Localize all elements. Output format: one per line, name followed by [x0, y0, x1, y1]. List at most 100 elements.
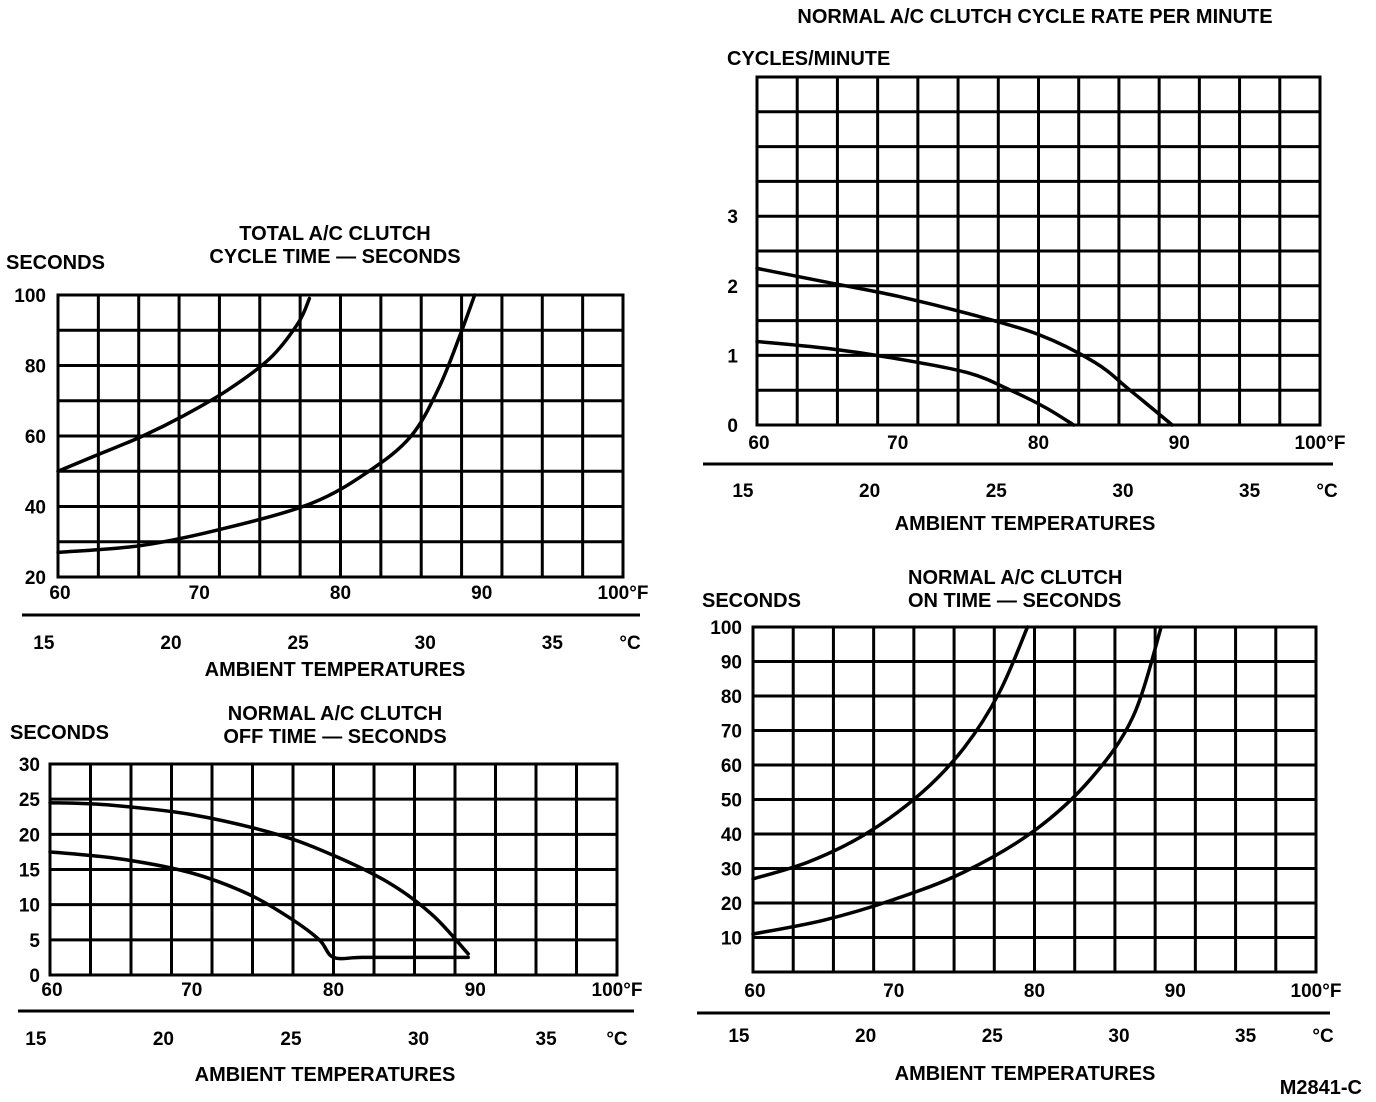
- celsius-tick-label: 35: [536, 1029, 558, 1050]
- series-line-upper: [56, 296, 312, 474]
- series-line-lower: [56, 293, 477, 555]
- y-tick-label: 50: [721, 791, 742, 812]
- y-tick-label: 10: [19, 896, 40, 917]
- series-line-lower: [755, 339, 1076, 427]
- x-tick-label: 90: [471, 583, 492, 604]
- celsius-tick-label: 15: [33, 633, 55, 654]
- x-tick-label: 100°F: [592, 980, 643, 1001]
- y-tick-label: 30: [721, 860, 742, 881]
- celsius-tick-label: °C: [606, 1029, 628, 1050]
- series-line-upper: [751, 625, 1030, 881]
- y-tick-label: 20: [721, 894, 742, 915]
- x-tick-label: 80: [1024, 981, 1045, 1002]
- celsius-tick-label: °C: [1316, 481, 1338, 502]
- chart-total-cycle-time: TOTAL A/C CLUTCH CYCLE TIME — SECONDS SE…: [6, 223, 648, 681]
- x-tick-label: 70: [189, 583, 210, 604]
- celsius-tick-label: 20: [859, 481, 880, 502]
- y-tick-label: 15: [19, 861, 41, 882]
- x-tick-label: 70: [883, 981, 904, 1002]
- celsius-tick-label: 15: [728, 1026, 750, 1047]
- x-tick-label: 80: [330, 583, 351, 604]
- y-axis-label: SECONDS: [10, 722, 109, 744]
- x-tick-label: 70: [887, 433, 908, 454]
- plot-frame: [48, 762, 619, 977]
- x-axis-label: AMBIENT TEMPERATURES: [895, 1063, 1156, 1085]
- celsius-tick-label: 25: [288, 633, 310, 654]
- y-tick-label: 20: [19, 825, 40, 846]
- y-tick-label: 90: [721, 653, 742, 674]
- chart-title-line: TOTAL A/C CLUTCH: [239, 223, 430, 245]
- chart-title-line: NORMAL A/C CLUTCH: [908, 567, 1122, 589]
- celsius-tick-label: 20: [153, 1029, 174, 1050]
- y-axis-label: CYCLES/MINUTE: [727, 48, 890, 70]
- x-tick-label: 60: [748, 433, 769, 454]
- y-tick-label: 1: [727, 346, 738, 367]
- x-tick-label: 80: [1028, 433, 1049, 454]
- x-tick-label: 100°F: [598, 583, 649, 604]
- y-tick-label: 10: [721, 929, 742, 950]
- chart-title-line: NORMAL A/C CLUTCH CYCLE RATE PER MINUTE: [797, 6, 1272, 28]
- celsius-tick-label: 20: [160, 633, 181, 654]
- chart-off-time: NORMAL A/C CLUTCH OFF TIME — SECONDS SEC…: [10, 703, 642, 1086]
- celsius-tick-label: 25: [982, 1026, 1004, 1047]
- series-line-upper: [755, 266, 1174, 427]
- x-axis-label: AMBIENT TEMPERATURES: [195, 1064, 456, 1086]
- series-line-upper: [48, 800, 470, 956]
- x-tick-label: 60: [41, 980, 62, 1001]
- y-tick-label: 2: [727, 277, 738, 298]
- celsius-tick-label: 30: [1112, 481, 1133, 502]
- plot-frame: [751, 625, 1318, 974]
- series-line-lower: [751, 625, 1163, 936]
- y-tick-label: 60: [721, 756, 742, 777]
- chart-title-line: NORMAL A/C CLUTCH: [228, 703, 442, 725]
- y-tick-label: 70: [721, 722, 742, 743]
- chart-cycle-rate: NORMAL A/C CLUTCH CYCLE RATE PER MINUTE …: [703, 6, 1345, 535]
- celsius-tick-label: 30: [408, 1029, 429, 1050]
- y-tick-label: 40: [721, 825, 742, 846]
- y-tick-label: 0: [727, 416, 738, 437]
- chart-on-time: NORMAL A/C CLUTCH ON TIME — SECONDS SECO…: [697, 567, 1341, 1085]
- chart-title-line: CYCLE TIME — SECONDS: [209, 246, 460, 268]
- celsius-tick-label: 15: [732, 481, 754, 502]
- celsius-tick-label: 25: [280, 1029, 302, 1050]
- y-tick-label: 0: [29, 966, 40, 987]
- celsius-tick-label: 25: [986, 481, 1008, 502]
- celsius-tick-label: °C: [1312, 1026, 1334, 1047]
- y-tick-label: 80: [25, 357, 46, 378]
- x-axis-label: AMBIENT TEMPERATURES: [895, 513, 1156, 535]
- y-tick-label: 100: [710, 618, 742, 639]
- chart-title-line: OFF TIME — SECONDS: [223, 726, 446, 748]
- series-line-lower: [48, 850, 470, 961]
- x-tick-label: 60: [49, 583, 70, 604]
- y-tick-label: 100: [14, 286, 46, 307]
- x-tick-label: 80: [323, 980, 344, 1001]
- y-tick-label: 60: [25, 427, 46, 448]
- y-tick-label: 3: [727, 207, 738, 228]
- y-tick-label: 25: [19, 790, 41, 811]
- y-axis-label: SECONDS: [702, 590, 801, 612]
- plot-frame: [56, 293, 625, 579]
- celsius-tick-label: 20: [855, 1026, 876, 1047]
- celsius-tick-label: 35: [1235, 1026, 1257, 1047]
- y-tick-label: 20: [25, 568, 46, 589]
- y-tick-label: 80: [721, 687, 742, 708]
- x-tick-label: 90: [465, 980, 486, 1001]
- figure-id: M2841-C: [1280, 1077, 1362, 1099]
- x-tick-label: 100°F: [1295, 433, 1346, 454]
- celsius-tick-label: 35: [1239, 481, 1261, 502]
- y-tick-label: 30: [19, 755, 40, 776]
- y-axis-label: SECONDS: [6, 252, 105, 274]
- x-tick-label: 90: [1169, 433, 1190, 454]
- celsius-tick-label: 35: [542, 633, 564, 654]
- chart-title-line: ON TIME — SECONDS: [908, 590, 1121, 612]
- x-tick-label: 100°F: [1291, 981, 1342, 1002]
- x-tick-label: 70: [181, 980, 202, 1001]
- celsius-tick-label: 30: [415, 633, 436, 654]
- celsius-tick-label: 15: [25, 1029, 47, 1050]
- x-tick-label: 60: [744, 981, 765, 1002]
- plot-frame: [755, 75, 1322, 427]
- x-axis-label: AMBIENT TEMPERATURES: [205, 659, 466, 681]
- celsius-tick-label: 30: [1108, 1026, 1129, 1047]
- x-tick-label: 90: [1165, 981, 1186, 1002]
